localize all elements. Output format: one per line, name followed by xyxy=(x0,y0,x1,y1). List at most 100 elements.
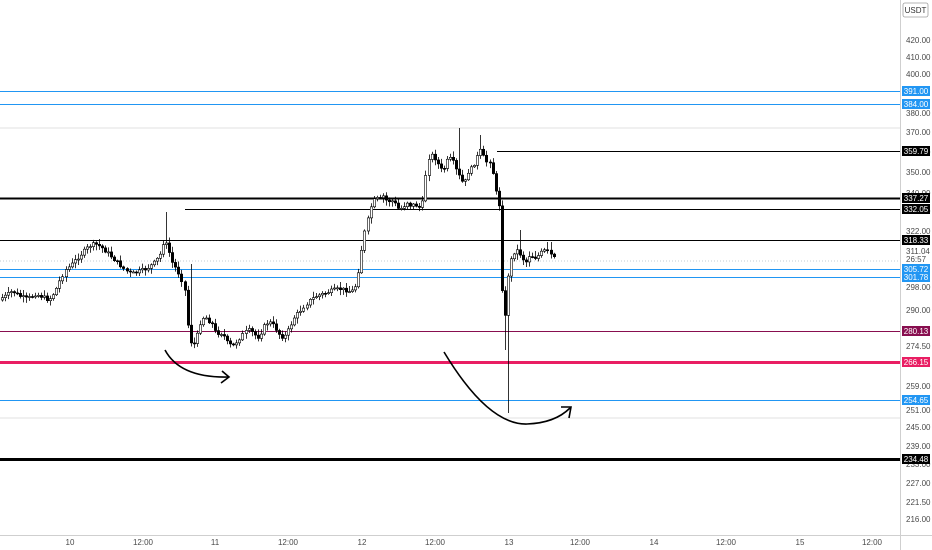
candle-body xyxy=(457,168,461,176)
candle-body xyxy=(13,291,17,294)
candle-body xyxy=(80,254,84,260)
candle-body xyxy=(4,294,8,298)
level-price-label: 359.79 xyxy=(904,147,929,156)
candle-body xyxy=(187,289,191,326)
candle-body xyxy=(396,202,400,209)
candle-body xyxy=(427,159,431,176)
candle-body xyxy=(45,295,49,301)
candle-body xyxy=(74,259,78,264)
candle-body xyxy=(451,157,455,161)
candle-body xyxy=(180,273,184,283)
candle-body xyxy=(472,165,476,168)
candle-body xyxy=(372,198,376,208)
candle-body xyxy=(311,297,315,300)
candle-body xyxy=(533,256,537,259)
level-price-tag xyxy=(902,326,930,336)
candle-body xyxy=(356,272,360,288)
candle-body xyxy=(378,197,382,199)
candle-body xyxy=(208,317,212,324)
candle-body xyxy=(104,247,108,253)
level-price-tag xyxy=(902,264,930,274)
candle-body xyxy=(0,297,5,301)
y-tick-label: 221.50 xyxy=(906,498,931,507)
candle-body xyxy=(506,275,510,316)
candle-body xyxy=(42,295,46,298)
candle-body xyxy=(251,328,255,332)
curved-arrow[interactable] xyxy=(164,349,229,378)
candle-body xyxy=(329,288,333,293)
candle-body xyxy=(497,190,501,207)
candle-body xyxy=(509,258,513,277)
candle-body xyxy=(165,242,169,245)
level-price-tag xyxy=(902,99,930,109)
candle-body xyxy=(335,287,339,290)
x-tick-label: 12:00 xyxy=(133,538,154,547)
candle-body xyxy=(196,332,200,344)
candle-body xyxy=(359,250,363,274)
x-tick-label: 12 xyxy=(358,538,367,547)
candle-body xyxy=(454,160,458,170)
candle-body xyxy=(262,324,266,335)
candle-body xyxy=(83,248,87,256)
y-tick-label: 311.04 xyxy=(906,247,930,256)
candle-body xyxy=(116,260,120,263)
y-tick-label: 245.00 xyxy=(906,423,931,432)
y-tick-label: 370.00 xyxy=(906,128,931,137)
candle-body xyxy=(332,287,336,290)
candle-body xyxy=(265,323,269,326)
candle-body xyxy=(89,246,93,248)
candle-body xyxy=(463,179,467,182)
candle-body xyxy=(417,205,421,208)
candle-body xyxy=(484,154,488,163)
x-tick-label: 12:00 xyxy=(862,538,883,547)
y-tick-label: 350.00 xyxy=(906,168,931,177)
y-tick-label: 216.00 xyxy=(906,515,931,524)
level-price-label: 301.78 xyxy=(904,273,929,282)
candle-body xyxy=(500,205,504,291)
candle-body xyxy=(153,260,157,266)
candle-body xyxy=(211,322,215,325)
level-price-tag xyxy=(902,272,930,282)
candle-body xyxy=(159,253,163,259)
candle-body xyxy=(405,202,409,207)
candle-body xyxy=(15,292,19,295)
candle-body xyxy=(92,242,96,247)
candle-body xyxy=(39,295,43,298)
candle-body xyxy=(488,161,492,164)
candle-body xyxy=(98,244,102,247)
candle-body xyxy=(202,318,206,326)
candle-body xyxy=(271,321,275,325)
candle-body xyxy=(36,295,40,297)
candle-body xyxy=(174,262,178,268)
curved-arrow[interactable] xyxy=(443,351,571,425)
candle-body xyxy=(524,259,528,263)
y-tick-label: 420.00 xyxy=(906,36,931,45)
currency-tag[interactable] xyxy=(902,2,929,18)
y-tick-label: 227.00 xyxy=(906,479,931,488)
level-price-label: 254.65 xyxy=(904,396,929,405)
candle-body xyxy=(515,249,519,255)
candle-body xyxy=(445,158,449,169)
candle-body xyxy=(390,200,394,203)
candle-body xyxy=(21,295,25,297)
candle-body xyxy=(430,153,434,160)
candle-body xyxy=(229,340,233,345)
candle-body xyxy=(86,246,90,250)
candle-body xyxy=(320,293,324,296)
candle-body xyxy=(314,296,318,298)
y-tick-label: 290.00 xyxy=(906,306,931,315)
candle-body xyxy=(512,253,516,260)
candle-body xyxy=(478,148,482,156)
candle-body xyxy=(350,289,354,292)
candle-body xyxy=(24,295,28,298)
level-price-tag xyxy=(902,235,930,245)
candle-body xyxy=(122,266,126,269)
candle-body xyxy=(292,317,296,326)
x-tick-label: 12:00 xyxy=(425,538,446,547)
candle-body xyxy=(48,298,52,301)
candle-body xyxy=(214,323,218,331)
candle-body xyxy=(414,203,418,207)
candle-body xyxy=(460,174,464,182)
